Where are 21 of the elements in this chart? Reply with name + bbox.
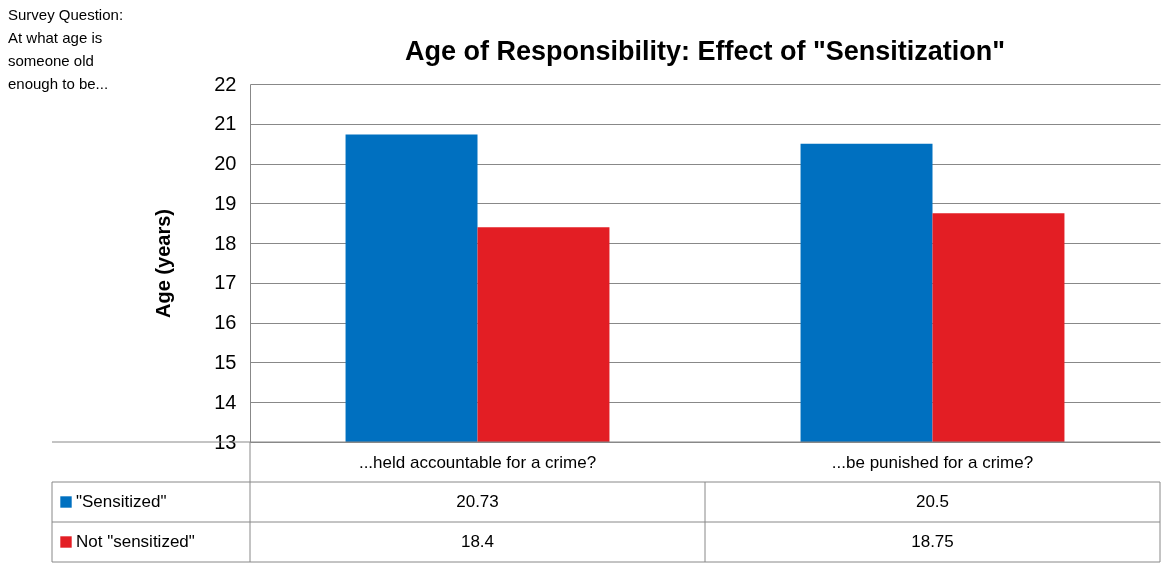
y-tick-label: 19	[214, 191, 237, 214]
data-label: 20.5	[915, 492, 950, 511]
data-label: 18.75	[911, 532, 954, 551]
y-tick-label: 17	[214, 271, 237, 294]
y-tick-label: 15	[214, 350, 237, 373]
y-tick-label: 18	[214, 231, 237, 254]
text: Survey Question: At what age is someone old enough to be...	[8, 6, 124, 92]
y-tick-label: 16	[214, 311, 237, 334]
legend-label: Not "sensitized"	[76, 532, 195, 551]
y-tick-label: 20	[214, 152, 237, 175]
y-tick-label: 13	[214, 430, 237, 453]
y-tick-label: 14	[214, 390, 237, 413]
y-axis-title: Age (years)	[152, 209, 175, 318]
chart-title: Age of Responsibility: Effect of "Sensitization"	[404, 36, 1006, 66]
x-tick-label: ...be punished for a crime?	[831, 452, 1034, 472]
data-label: 18.4	[460, 532, 495, 551]
data-label: 20.73	[456, 492, 499, 511]
y-tick-label: 22	[214, 72, 237, 95]
y-tick-label: 21	[214, 112, 237, 135]
legend-label: "Sensitized"	[76, 492, 167, 511]
x-tick-label: ...held accountable for a crime?	[358, 452, 597, 472]
